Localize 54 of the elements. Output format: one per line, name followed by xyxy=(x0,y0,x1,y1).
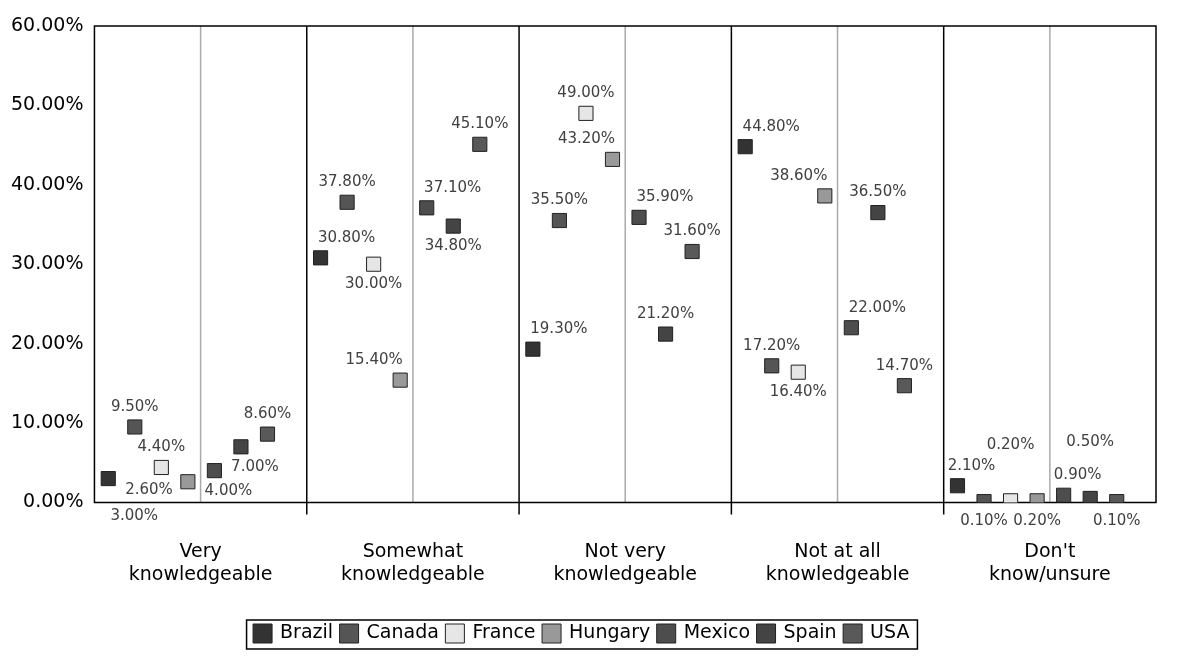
x-tick-label: Somewhat knowledgeable xyxy=(341,538,485,584)
x-tick-label: Don't know/unsure xyxy=(988,538,1111,584)
data-label: 35.90% xyxy=(636,187,694,206)
data-label: 0.20% xyxy=(1013,510,1061,529)
y-tick-label: 10.00% xyxy=(10,409,84,432)
data-label: 30.00% xyxy=(345,274,403,293)
data-label: 37.80% xyxy=(318,172,376,191)
legend-label: France xyxy=(472,620,536,643)
legend-label: Mexico xyxy=(683,620,751,643)
legend-label: USA xyxy=(870,620,910,643)
data-label: 0.90% xyxy=(1053,465,1102,484)
data-label: 0.50% xyxy=(1066,432,1115,451)
data-label: 8.60% xyxy=(243,404,292,423)
data-label: 9.50% xyxy=(110,396,159,415)
data-label: 0.20% xyxy=(986,434,1035,453)
y-tick-label: 40.00% xyxy=(10,171,84,194)
data-label: 49.00% xyxy=(557,83,615,102)
y-tick-label: 30.00% xyxy=(10,251,84,274)
data-label: 31.60% xyxy=(663,221,721,240)
y-tick-label: 20.00% xyxy=(10,330,84,353)
data-label: 44.80% xyxy=(742,116,800,135)
data-label: 4.40% xyxy=(137,437,186,456)
data-label: 45.10% xyxy=(451,114,509,133)
data-label: 37.10% xyxy=(424,177,482,196)
data-label: 16.40% xyxy=(769,382,827,401)
data-label: 15.40% xyxy=(345,350,403,369)
data-label: 4.00% xyxy=(204,480,253,499)
data-label: 19.30% xyxy=(530,319,588,338)
data-label: 14.70% xyxy=(875,355,934,374)
legend-label: Brazil xyxy=(280,620,334,643)
data-label: 21.20% xyxy=(636,303,695,322)
data-label: 34.80% xyxy=(424,235,482,254)
data-label: 38.60% xyxy=(770,165,828,184)
y-tick-label: 0.00% xyxy=(23,489,84,512)
data-label: 43.20% xyxy=(557,129,616,148)
data-label: 36.50% xyxy=(849,182,907,201)
data-label: 3.00% xyxy=(110,506,159,525)
x-tick-label: Very knowledgeable xyxy=(128,538,273,584)
x-tick-label: Not very knowledgeable xyxy=(553,538,698,584)
data-label: 7.00% xyxy=(231,456,279,475)
x-tick-label: Not at all knowledgeable xyxy=(765,538,910,584)
legend-label: Canada xyxy=(366,620,439,643)
data-label: 22.00% xyxy=(848,297,906,316)
y-tick-label: 50.00% xyxy=(10,92,84,115)
data-label: 30.80% xyxy=(317,227,376,246)
legend-label: Hungary xyxy=(569,620,651,643)
data-label: 2.60% xyxy=(125,479,173,498)
data-label: 17.20% xyxy=(743,335,801,354)
y-tick-label: 60.00% xyxy=(10,12,84,35)
legend-label: Spain xyxy=(783,620,837,643)
data-label: 0.10% xyxy=(960,511,1008,530)
data-label: 35.50% xyxy=(530,190,589,209)
data-label: 0.10% xyxy=(1092,511,1141,530)
data-label: 2.10% xyxy=(947,455,996,474)
